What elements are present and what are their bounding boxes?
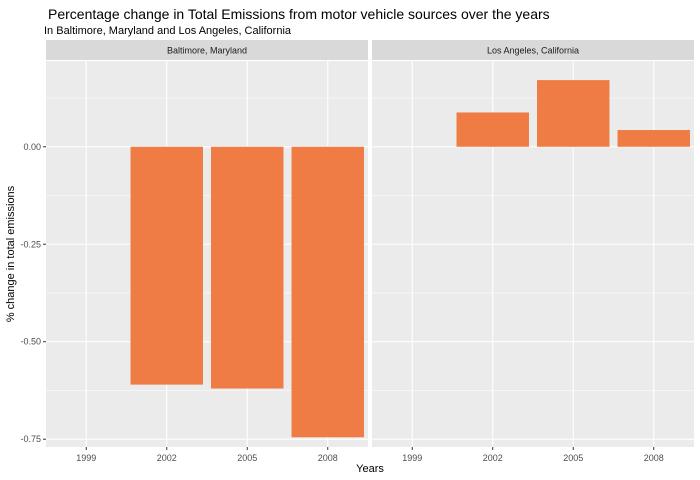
x-tick-label: 2008 — [318, 453, 338, 463]
bar-los-angeles-california-2008 — [617, 130, 690, 147]
x-tick-label: 1999 — [402, 453, 422, 463]
facet-label-baltimore-maryland: Baltimore, Maryland — [167, 46, 247, 56]
bar-baltimore-maryland-2008 — [291, 146, 364, 438]
x-axis-title: Years — [356, 463, 384, 475]
facet-strip-los-angeles-california — [372, 40, 694, 60]
facet-label-los-angeles-california: Los Angeles, California — [487, 46, 579, 56]
bar-baltimore-maryland-2002 — [130, 146, 203, 385]
x-tick-label: 2005 — [237, 453, 257, 463]
chart-subtitle: In Baltimore, Maryland and Los Angeles, … — [44, 25, 292, 37]
y-tick-label: -0.25 — [20, 239, 41, 249]
x-tick-label: 1999 — [76, 453, 96, 463]
bar-los-angeles-california-2002 — [456, 112, 529, 147]
x-tick-label: 2008 — [644, 453, 664, 463]
x-tick-label: 2002 — [483, 453, 503, 463]
bar-los-angeles-california-2005 — [537, 80, 610, 147]
x-tick-label: 2002 — [157, 453, 177, 463]
bar-baltimore-maryland-2005 — [211, 146, 284, 389]
y-tick-label: -0.50 — [20, 337, 41, 347]
y-tick-label: -0.75 — [20, 434, 41, 444]
y-axis-title: % change in total emissions — [5, 185, 17, 322]
chart-title: Percentage change in Total Emissions fro… — [48, 6, 550, 22]
x-tick-label: 2005 — [563, 453, 583, 463]
facet-strip-baltimore-maryland — [46, 40, 368, 60]
panel-background-los-angeles-california — [372, 61, 694, 447]
y-tick-label: 0.00 — [23, 142, 41, 152]
